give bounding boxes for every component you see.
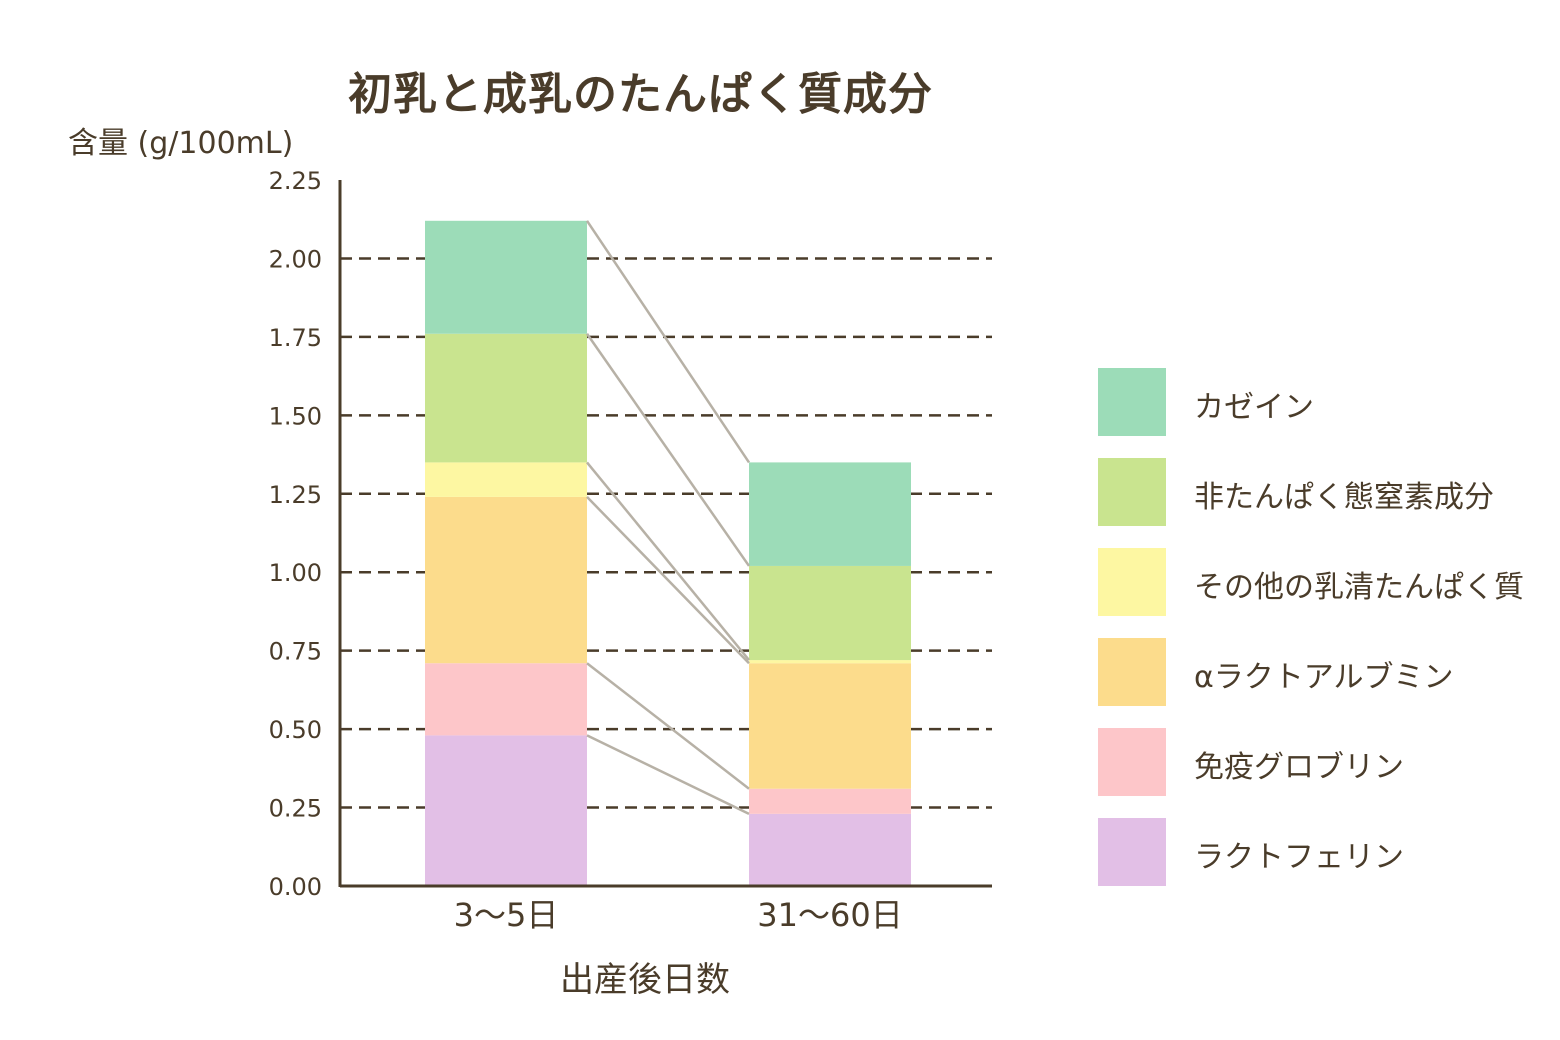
y-tick-label: 0.50 [269,716,322,744]
legend-swatch [1098,728,1166,796]
y-tick-label: 1.75 [269,324,322,352]
legend-swatch [1098,548,1166,616]
legend-label: その他の乳清たんぱく質 [1194,570,1524,605]
legend-item: 非たんぱく態窒素成分 [1098,458,1538,526]
y-tick-label: 0.25 [269,795,322,823]
legend-label: 免疫グロブリン [1194,750,1404,785]
connector-line [586,461,750,661]
bar-segment [425,333,587,463]
legend-label: αラクトアルブミン [1194,660,1454,695]
legend-label: 非たんぱく態窒素成分 [1194,480,1494,515]
bar-segment [749,565,911,661]
bar-segment [425,735,587,886]
x-tick-label: 3〜5日 [454,896,559,934]
legend-label: カゼイン [1194,390,1314,425]
y-tick-label: 1.50 [269,402,322,430]
bar-segment [749,813,911,886]
x-tick-label: 31〜60日 [757,896,902,934]
legend-item: その他の乳清たんぱく質 [1098,548,1538,616]
y-tick-label: 1.25 [269,481,322,509]
bar-segment [749,462,911,566]
bar-segment [425,220,587,334]
bar-segment [425,462,587,497]
connector-line [586,662,750,790]
y-tick-label: 0.00 [269,873,322,901]
legend-item: 免疫グロブリン [1098,728,1538,796]
legend-item: カゼイン [1098,368,1538,436]
legend-swatch [1098,368,1166,436]
legend-item: αラクトアルブミン [1098,638,1538,706]
chart-title: 初乳と成乳のたんぱく質成分 [348,69,933,120]
bar-segment [425,496,587,664]
legend-swatch [1098,638,1166,706]
bar-segment [749,788,911,814]
connector-line [586,734,750,815]
legend-swatch [1098,458,1166,526]
y-tick-label: 2.25 [269,167,322,195]
legend-item: ラクトフェリン [1098,818,1538,886]
bar-segment [749,660,911,664]
y-tick-label: 2.00 [269,245,322,273]
connector-line [585,220,751,464]
connector-line [586,496,750,665]
x-axis-label: 出産後日数 [560,960,730,1000]
legend-label: ラクトフェリン [1194,840,1404,875]
y-tick-label: 0.75 [269,638,322,666]
y-tick-label: 1.00 [269,559,322,587]
y-axis-label: 含量 (g/100mL) [68,126,294,161]
legend-swatch [1098,818,1166,886]
connector-line [585,333,751,567]
bar-segment [749,663,911,789]
bar-segment [425,663,587,736]
